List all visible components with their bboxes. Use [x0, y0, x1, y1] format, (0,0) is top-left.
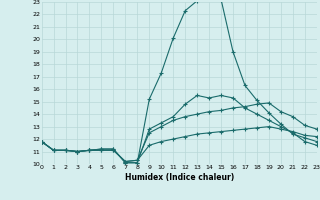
X-axis label: Humidex (Indice chaleur): Humidex (Indice chaleur) — [124, 173, 234, 182]
